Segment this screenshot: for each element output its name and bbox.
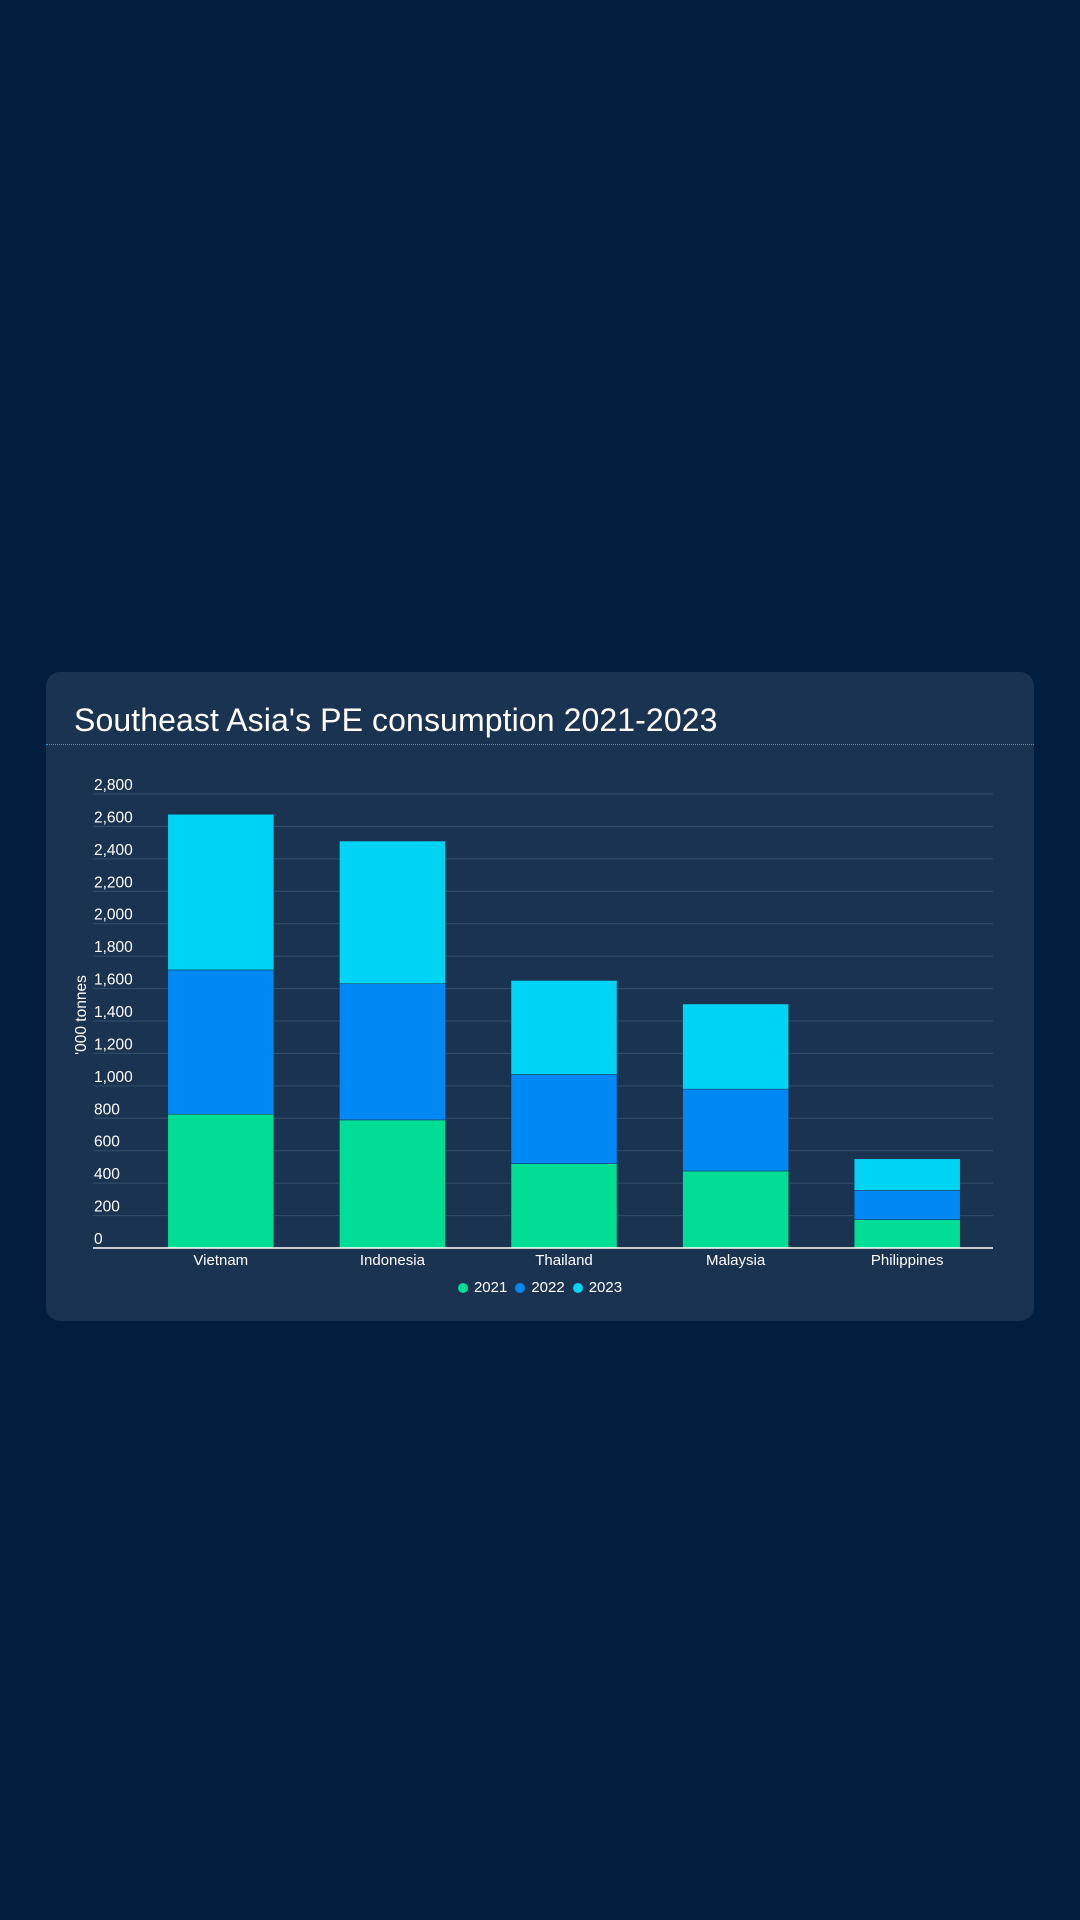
legend-label: 2023 (588, 1279, 623, 1296)
legend-dot-icon (515, 1282, 526, 1293)
y-tick-label: 1,200 (94, 1036, 133, 1053)
y-tick-label: 1,600 (94, 972, 133, 989)
legend-dot-icon (572, 1282, 583, 1293)
y-tick-label: 2,000 (94, 907, 133, 924)
x-tick-label: Malaysia (706, 1252, 766, 1269)
bar-malaysia-2021[interactable] (682, 1170, 789, 1249)
legend-item-2023[interactable]: 2023 (572, 1279, 623, 1296)
chart-legend: 2021 2022 2023 (46, 1279, 1034, 1296)
bar-malaysia-2022[interactable] (682, 1088, 789, 1172)
x-tick-label: Vietnam (193, 1252, 248, 1269)
y-tick-label: 2,400 (94, 842, 133, 859)
y-tick-label: 600 (94, 1134, 120, 1151)
legend-item-2021[interactable]: 2021 (457, 1279, 508, 1296)
bar-vietnam-2022[interactable] (167, 969, 275, 1115)
y-tick-label: 2,600 (94, 809, 133, 826)
legend-label: 2022 (531, 1279, 565, 1296)
x-tick-label: Thailand (535, 1252, 593, 1269)
y-tick-label: 2,200 (94, 874, 133, 891)
bar-indonesia-2023[interactable] (339, 840, 446, 984)
y-tick-label: 2,800 (94, 777, 133, 794)
y-tick-label: 1,000 (94, 1069, 133, 1086)
y-tick-label: 200 (94, 1199, 120, 1216)
bar-thailand-2021[interactable] (510, 1163, 618, 1249)
chart-plot: 0 200 400 600 800 1,000 1,200 1,400 1,600 1,800 2,… (73, 777, 993, 1269)
legend-item-2022[interactable]: 2022 (515, 1279, 565, 1296)
bar-philippines-2023[interactable] (853, 1158, 961, 1191)
bar-malaysia-2023[interactable] (682, 1003, 789, 1090)
x-tick-label: Indonesia (360, 1252, 426, 1269)
title-divider (46, 744, 1034, 745)
chart-card: Southeast Asia's PE consumption 2021-202… (46, 672, 1034, 1321)
bar-thailand-2023[interactable] (510, 980, 618, 1075)
y-tick-label: 800 (94, 1101, 120, 1118)
y-tick-label: 400 (94, 1166, 120, 1183)
x-tick-label: Philippines (871, 1252, 944, 1269)
bar-indonesia-2022[interactable] (339, 983, 446, 1121)
legend-label: 2021 (473, 1279, 508, 1296)
bar-indonesia-2021[interactable] (339, 1119, 446, 1249)
y-tick-label: 1,800 (94, 939, 133, 956)
bar-thailand-2022[interactable] (510, 1074, 618, 1164)
bar-philippines-2022[interactable] (853, 1190, 961, 1220)
bar-vietnam-2023[interactable] (167, 814, 275, 971)
legend-dot-icon (457, 1282, 468, 1293)
bar-vietnam-2021[interactable] (167, 1113, 275, 1249)
bar-philippines-2021[interactable] (853, 1219, 961, 1249)
chart-title: Southeast Asia's PE consumption 2021-202… (74, 702, 718, 738)
y-tick-label: 1,400 (94, 1004, 133, 1021)
y-axis-title: '000 tonnes (73, 975, 90, 1055)
y-tick-label: 0 (94, 1231, 103, 1248)
